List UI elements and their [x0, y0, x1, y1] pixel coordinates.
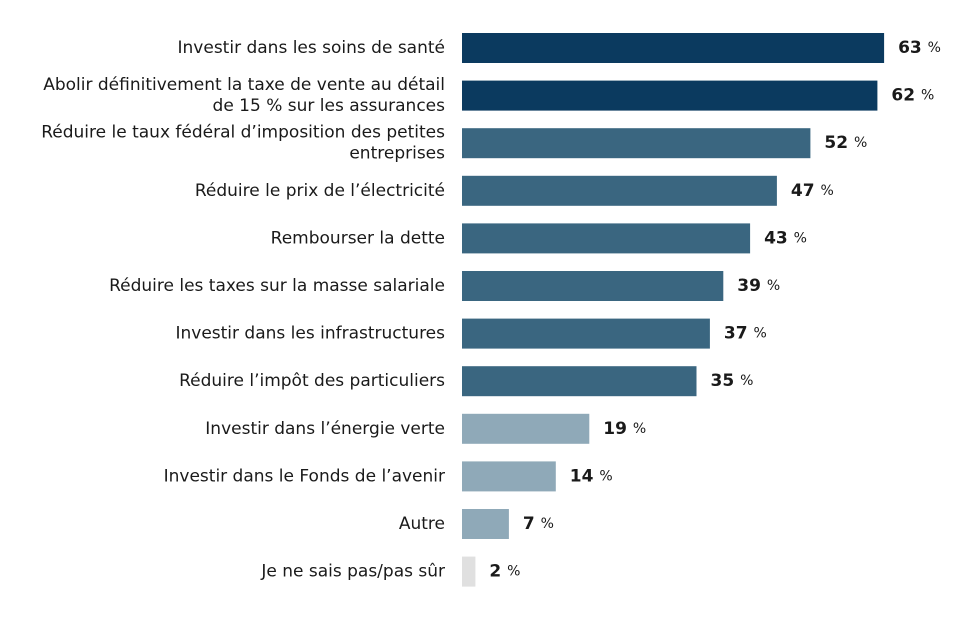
value-label-10: 7 % [523, 514, 554, 534]
bar-11 [462, 556, 476, 587]
value-label-2: 52 % [824, 133, 867, 153]
category-label-8: Investir dans l’énergie verte [205, 419, 445, 439]
value-label-9: 14 % [570, 466, 613, 486]
bar-3 [462, 175, 777, 206]
category-label-1-line-1: de 15 % sur les assurances [213, 96, 446, 116]
bar-4 [462, 223, 751, 254]
bar-9 [462, 461, 556, 492]
category-label-2-line-0: Réduire le taux fédéral d’imposition des… [41, 123, 445, 143]
bar-2 [462, 128, 811, 159]
category-label-7: Réduire l’impôt des particuliers [179, 371, 445, 391]
category-label-11: Je ne sais pas/pas sûr [260, 562, 445, 582]
value-label-7: 35 % [711, 371, 754, 391]
bar-7 [462, 366, 697, 397]
value-label-3: 47 % [791, 181, 834, 201]
category-label-6: Investir dans les infrastructures [175, 324, 445, 344]
bar-1 [462, 80, 878, 111]
category-label-9: Investir dans le Fonds de l’avenir [164, 466, 445, 486]
category-label-4: Rembourser la dette [271, 228, 445, 248]
bar-0 [462, 33, 885, 63]
value-label-0: 63 % [898, 38, 941, 58]
value-label-8: 19 % [603, 419, 646, 439]
value-label-11: 2 % [489, 562, 520, 582]
category-label-1-line-0: Abolir définitivement la taxe de vente a… [43, 75, 445, 95]
value-label-1: 62 % [891, 86, 934, 106]
value-label-4: 43 % [764, 228, 807, 248]
category-label-2-line-1: entreprises [349, 144, 445, 164]
bar-8 [462, 413, 590, 444]
value-label-5: 39 % [737, 276, 780, 296]
bar-6 [462, 318, 710, 349]
category-label-5: Réduire les taxes sur la masse salariale [109, 276, 445, 296]
value-label-6: 37 % [724, 324, 767, 344]
category-label-10: Autre [399, 514, 445, 534]
category-label-3: Réduire le prix de l’électricité [195, 181, 445, 201]
category-label-0: Investir dans les soins de santé [178, 38, 445, 58]
bar-10 [462, 509, 509, 539]
bar-5 [462, 271, 724, 301]
